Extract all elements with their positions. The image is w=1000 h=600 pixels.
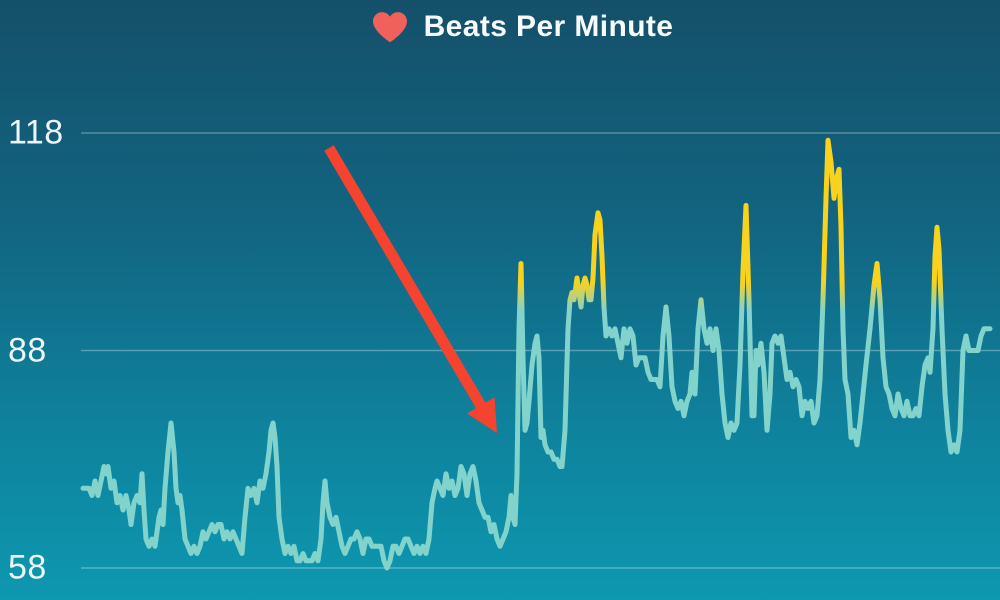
- y-axis-label-118: 118: [8, 113, 64, 152]
- annotation-arrow: [324, 145, 497, 433]
- y-axis-label-58: 58: [8, 548, 47, 587]
- heart-icon: [372, 11, 407, 42]
- chart-title: Beats Per Minute: [423, 10, 674, 43]
- heart-rate-line: [80, 137, 993, 571]
- y-axis-label-88: 88: [8, 331, 47, 369]
- chart-header: Beats Per Minute: [0, 10, 1000, 44]
